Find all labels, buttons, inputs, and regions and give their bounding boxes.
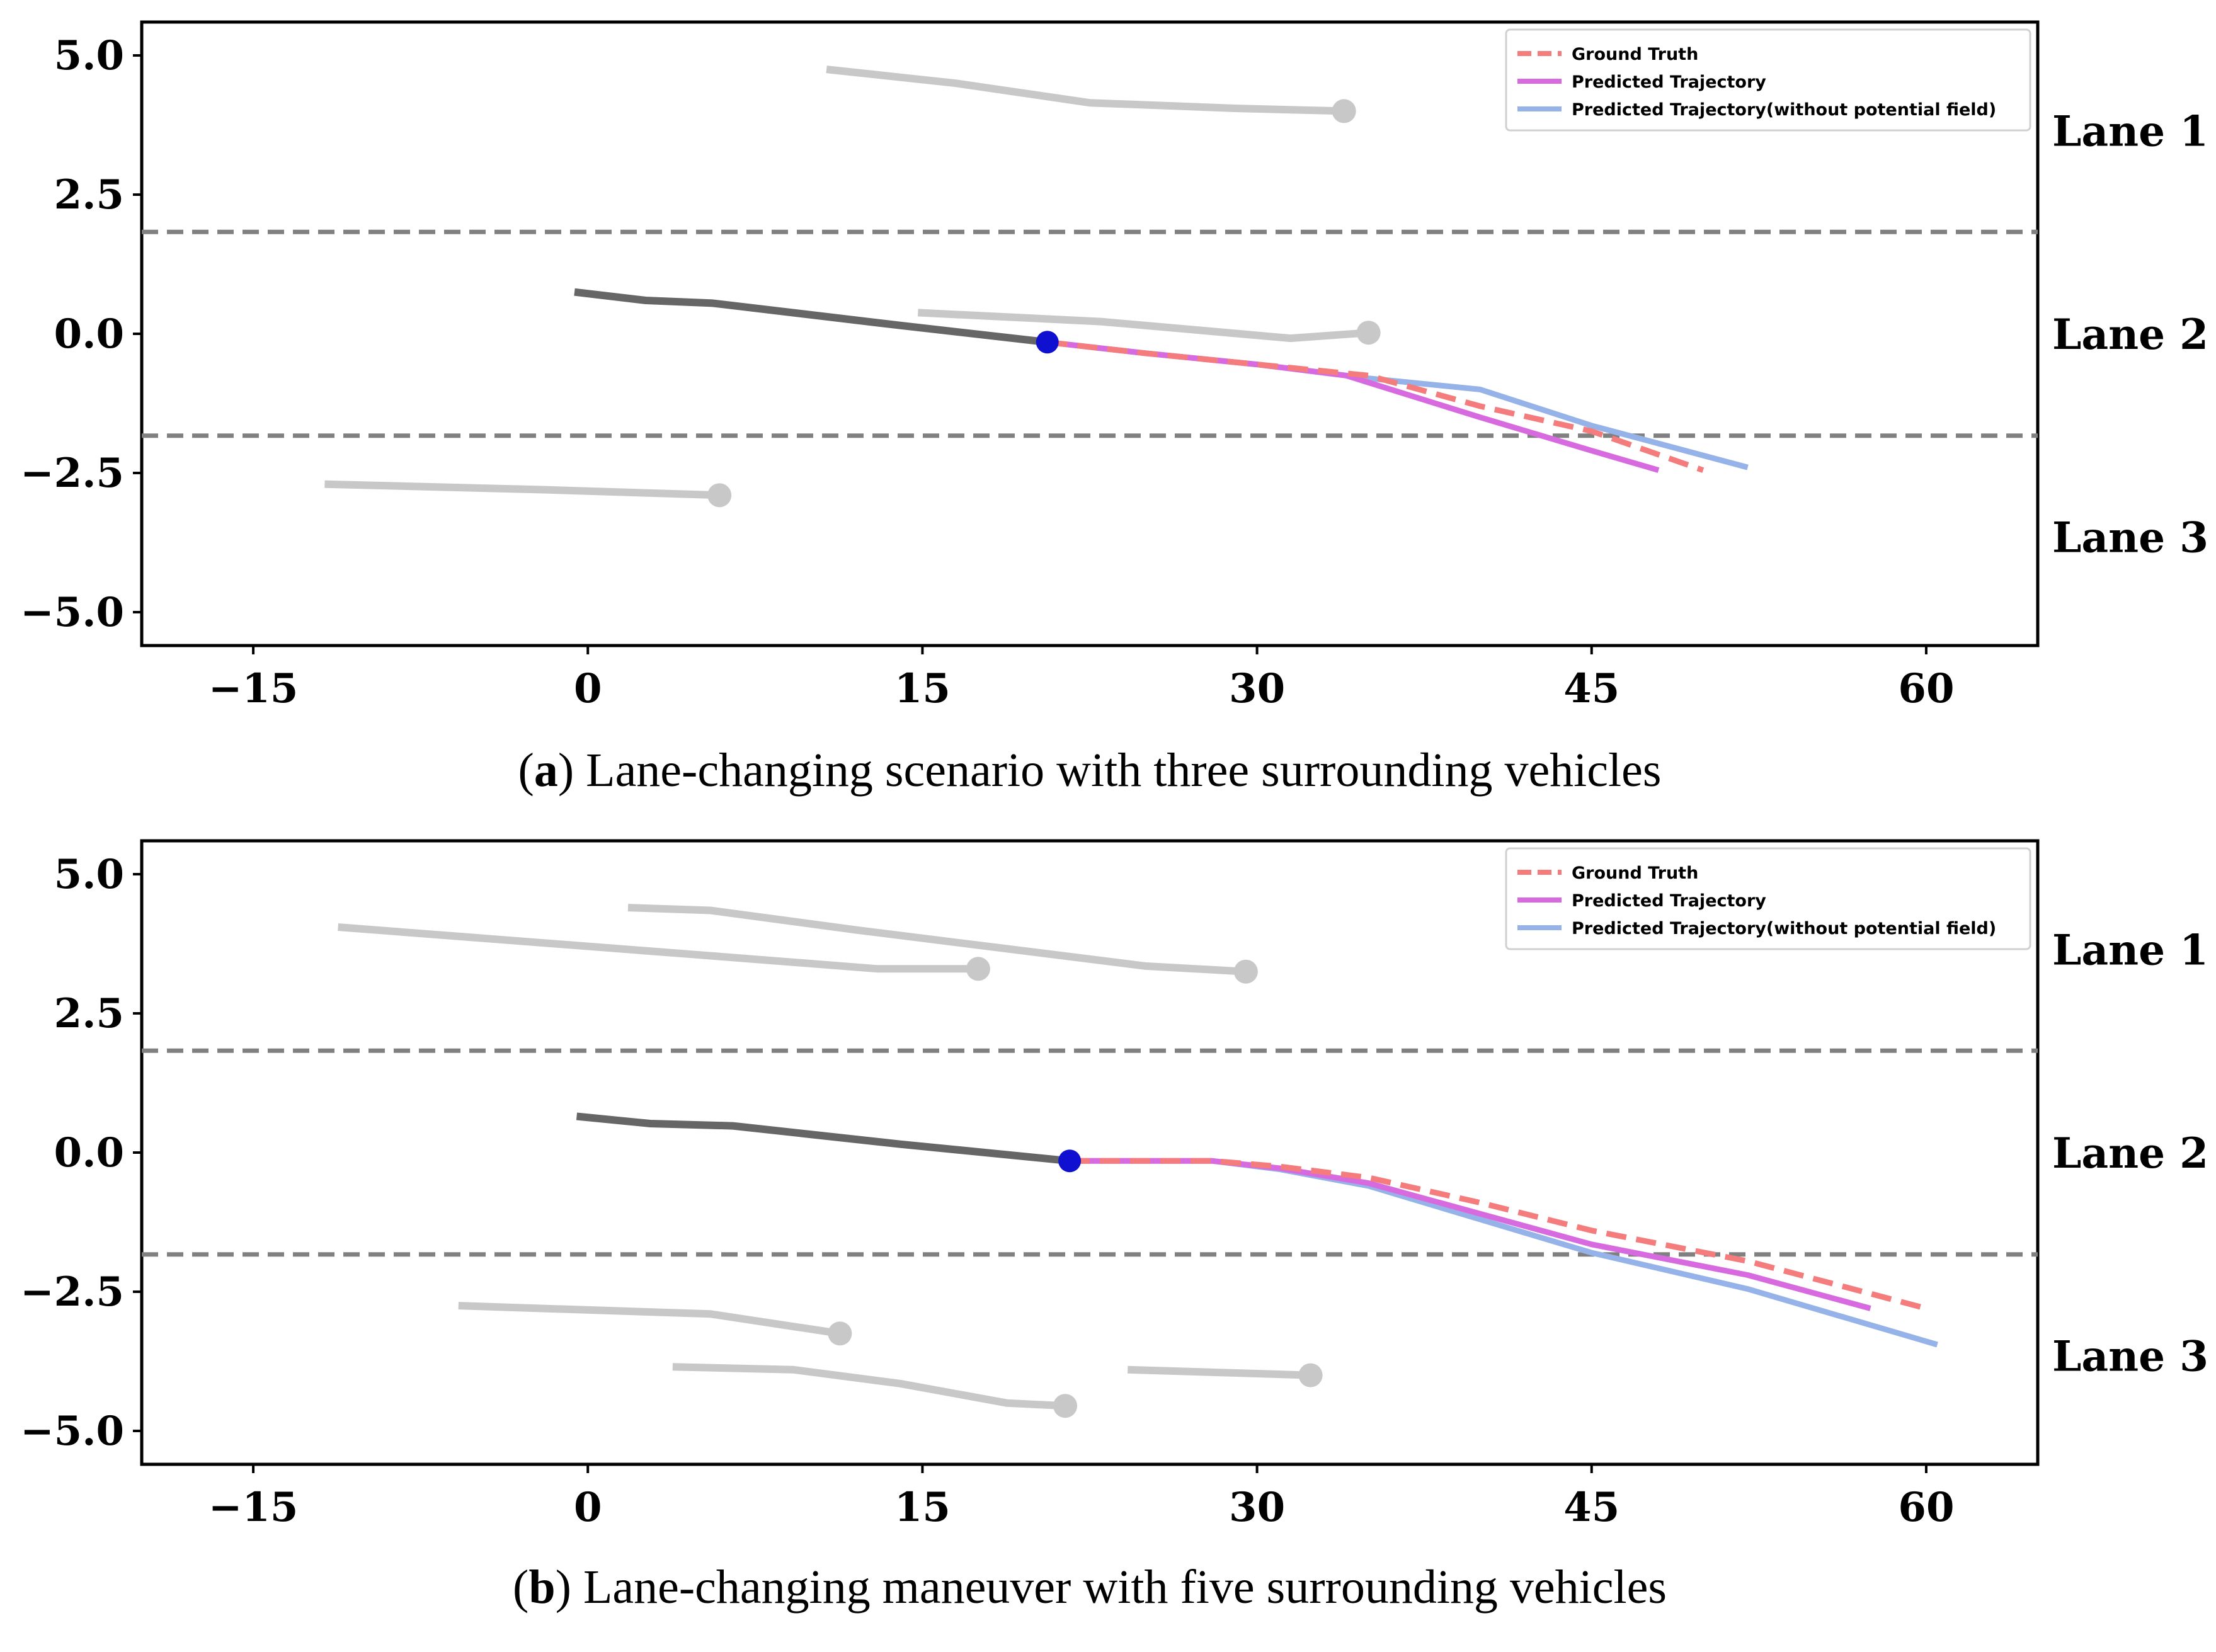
- legend-label: Predicted Trajectory: [1572, 72, 1766, 92]
- caption-paren: (: [513, 1561, 528, 1614]
- legend: Ground Truth Predicted Trajectory Predicte…: [1505, 847, 2031, 950]
- surrounding-vehicle-path: [338, 923, 978, 973]
- y-tick-label: 2.5: [54, 171, 124, 219]
- x-tick-label: −15: [208, 665, 299, 712]
- surrounding-vehicle-marker: [966, 957, 990, 981]
- lane-label: Lane 3: [2052, 513, 2208, 562]
- chart-panel-a: −15 0 15 30 45 60 5.0 2.5 0.0 −2.5 −5.0 Ground Trut…: [20, 20, 2208, 797]
- surrounding-vehicle-path: [627, 904, 1247, 976]
- x-tick-label: 0: [574, 665, 602, 712]
- surrounding-vehicle-marker: [1233, 959, 1258, 984]
- surrounding-vehicle-marker: [1298, 1363, 1323, 1387]
- surrounding-vehicle-path: [918, 309, 1369, 343]
- x-tick-label: 60: [1898, 1484, 1954, 1531]
- y-tick-label: −2.5: [20, 450, 124, 497]
- x-tick-label: 45: [1563, 665, 1619, 712]
- y-tick-label: −2.5: [20, 1268, 124, 1316]
- ego-vehicle-marker: [1058, 1149, 1082, 1173]
- ground-truth-line: [1070, 1158, 1928, 1311]
- lane-label: Lane 1: [2052, 106, 2208, 156]
- caption-letter: b: [528, 1561, 555, 1614]
- surrounding-vehicle-path: [826, 66, 1344, 115]
- surrounding-vehicle-marker: [707, 483, 732, 508]
- surrounding-vehicle-path: [1128, 1365, 1311, 1379]
- surrounding-vehicle-path: [672, 1363, 1066, 1410]
- legend-label: Ground Truth: [1572, 45, 1698, 64]
- x-tick-label: 45: [1563, 1484, 1619, 1531]
- surrounding-vehicle-path: [324, 480, 720, 499]
- lane-label: Lane 3: [2052, 1332, 2208, 1381]
- x-tick-label: 0: [574, 1484, 602, 1531]
- legend-label: Predicted Trajectory(without potential f…: [1572, 919, 1996, 938]
- y-tick-label: 0.0: [54, 310, 124, 358]
- x-tick-label: 15: [894, 665, 951, 712]
- ego-history-path: [574, 288, 1048, 346]
- x-tick-label: 30: [1229, 1484, 1285, 1531]
- caption-text: ) Lane-changing maneuver with five surro…: [556, 1561, 1667, 1614]
- x-tick-label: 60: [1898, 665, 1954, 712]
- ego-vehicle-marker: [1036, 331, 1059, 354]
- legend-box: [1505, 28, 2031, 132]
- caption-paren: (: [518, 744, 534, 797]
- lane-label: Lane 2: [2052, 1129, 2208, 1178]
- x-tick-label: −15: [208, 1484, 299, 1531]
- y-tick-label: 5.0: [54, 32, 124, 79]
- surrounding-vehicle-marker: [1356, 321, 1381, 345]
- chart-panel-b: −15 0 15 30 45 60 5.0 2.5 0.0 −2.5 −5.0 Ground Trut…: [20, 839, 2208, 1614]
- y-tick-label: 5.0: [54, 851, 124, 898]
- y-tick-label: −5.0: [20, 589, 124, 636]
- surrounding-vehicle-path: [458, 1302, 841, 1338]
- legend-label: Predicted Trajectory(without potential f…: [1572, 100, 1996, 120]
- ego-history-path: [576, 1112, 1070, 1165]
- lane-label: Lane 2: [2052, 310, 2208, 359]
- lane-label: Lane 1: [2052, 925, 2208, 974]
- legend-box: [1505, 847, 2031, 950]
- caption-letter: a: [534, 744, 558, 797]
- surrounding-vehicle-marker: [828, 1321, 852, 1346]
- y-tick-label: 2.5: [54, 990, 124, 1037]
- caption-text: ) Lane-changing scenario with three surr…: [558, 744, 1662, 797]
- panel-caption: (a) Lane-changing scenario with three su…: [518, 744, 1662, 797]
- x-tick-label: 15: [894, 1484, 951, 1531]
- legend: Ground Truth Predicted Trajectory Predicte…: [1505, 28, 2031, 132]
- y-tick-label: −5.0: [20, 1408, 124, 1455]
- surrounding-vehicle-marker: [1053, 1394, 1078, 1418]
- legend-label: Predicted Trajectory: [1572, 891, 1766, 911]
- x-tick-label: 30: [1229, 665, 1285, 712]
- legend-label: Ground Truth: [1572, 863, 1698, 883]
- panel-caption: (b) Lane-changing maneuver with five sur…: [513, 1561, 1667, 1614]
- surrounding-vehicle-marker: [1332, 99, 1356, 123]
- y-tick-label: 0.0: [54, 1129, 124, 1176]
- ground-truth-line: [1047, 339, 1705, 473]
